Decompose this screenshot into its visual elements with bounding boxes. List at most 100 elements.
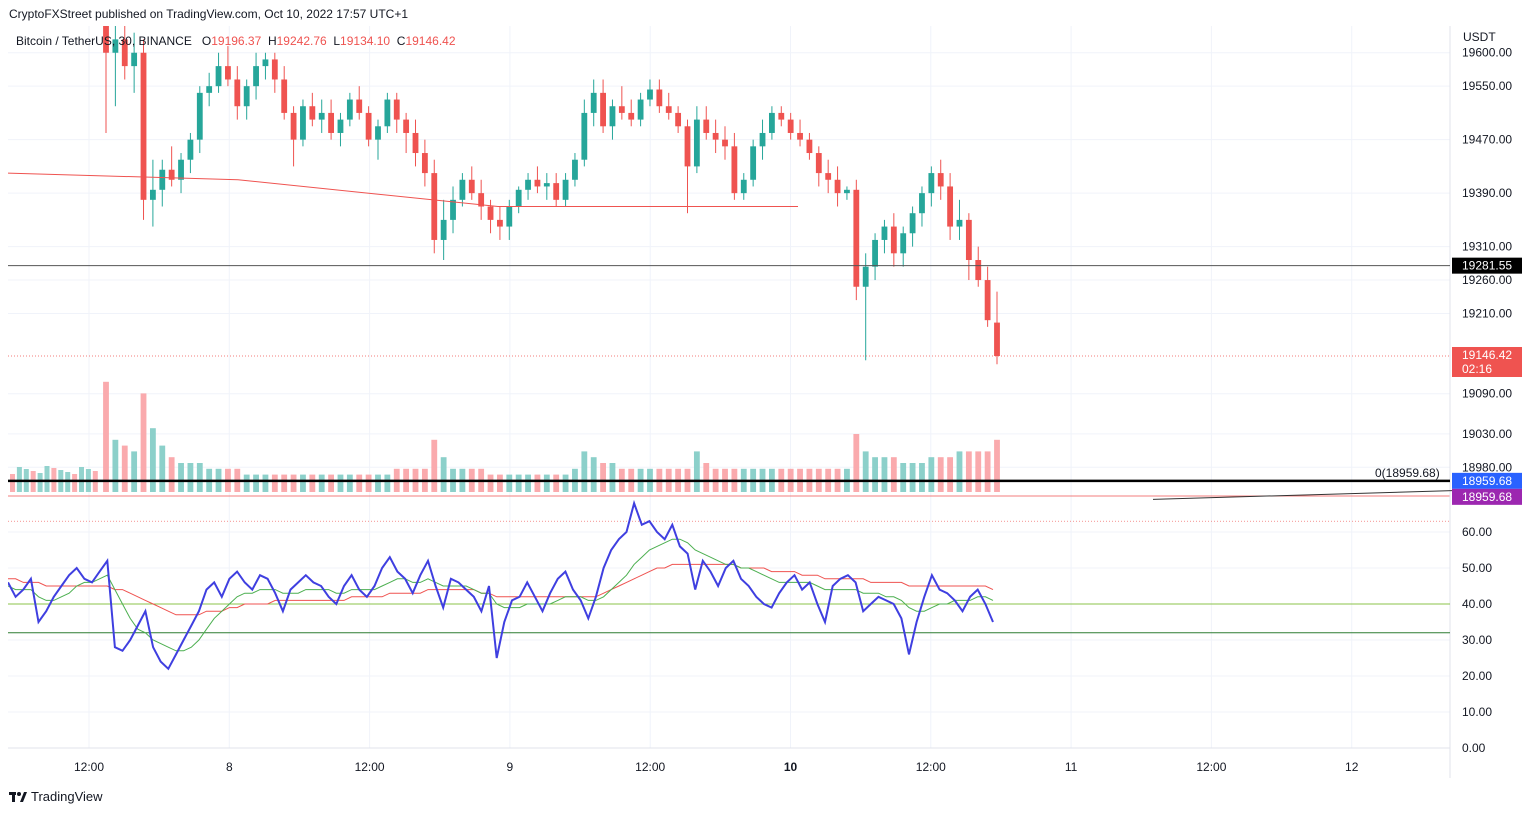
volume-bar xyxy=(300,474,306,492)
volume-bar xyxy=(853,434,860,492)
footer-brand[interactable]: TradingView xyxy=(9,789,103,804)
volume-bar xyxy=(543,474,550,492)
candle-body xyxy=(309,106,316,120)
resistance-price-badge-bg xyxy=(1452,257,1522,274)
candle-body xyxy=(103,26,109,53)
candle-body xyxy=(412,132,419,154)
moving-average-layer xyxy=(8,172,798,208)
time-tick-label: 12:00 xyxy=(355,760,385,774)
candle-body xyxy=(525,179,531,190)
volume-bar xyxy=(703,463,710,492)
time-tick-label: 12:00 xyxy=(1196,760,1226,774)
volume-bar xyxy=(328,474,335,492)
candle-body xyxy=(515,189,522,207)
open-value: 19196.37 xyxy=(211,34,262,48)
volume-bar xyxy=(890,457,897,492)
candle-body xyxy=(506,206,513,227)
close-value: 19146.42 xyxy=(405,34,456,48)
volume-bar xyxy=(919,463,925,492)
candle-body xyxy=(365,112,372,140)
volume-bar xyxy=(44,466,50,492)
fib-level-label: 0(18959.68) xyxy=(1375,466,1440,480)
level-layer: 0(18959.68) xyxy=(8,265,1453,500)
price-tick-label: 19210.00 xyxy=(1462,306,1512,320)
volume-bar xyxy=(900,463,907,492)
volume-bar xyxy=(309,474,316,492)
grid-layer xyxy=(8,26,1451,778)
candle-body xyxy=(881,226,888,240)
volume-bar xyxy=(928,457,935,492)
candle-body xyxy=(712,132,719,140)
volume-bar xyxy=(497,474,503,492)
rsi-tick-label: 0.00 xyxy=(1462,741,1486,755)
open-label: O xyxy=(201,34,212,48)
price-tick-label: 19260.00 xyxy=(1462,273,1512,287)
candle-body xyxy=(919,193,925,214)
volume-bar xyxy=(431,439,438,492)
rsi-tick-label: 20.00 xyxy=(1462,669,1492,683)
volume-bar xyxy=(79,467,84,492)
candle-body xyxy=(393,99,400,120)
volume-bar xyxy=(271,474,278,492)
volume-bar xyxy=(103,381,109,492)
candle-body xyxy=(262,59,269,67)
fib-blue-badge-text: 18959.68 xyxy=(1462,474,1512,488)
candle-body xyxy=(750,146,757,180)
candle-body xyxy=(956,219,963,227)
price-tick-label: 19550.00 xyxy=(1462,79,1512,93)
price-tick-label: 19030.00 xyxy=(1462,427,1512,441)
high-label: H xyxy=(267,34,277,48)
volume-bar xyxy=(881,457,888,492)
footer-brand-label: TradingView xyxy=(31,789,103,804)
candle-body xyxy=(356,99,363,113)
volume-layer xyxy=(10,381,1000,492)
price-tick-label: 19470.00 xyxy=(1462,133,1512,147)
volume-bar xyxy=(281,474,288,492)
candle-body xyxy=(797,132,803,140)
candle-body xyxy=(787,119,794,133)
volume-bar xyxy=(590,457,597,492)
candle-body xyxy=(300,106,306,140)
axis-currency: USDT xyxy=(1463,30,1496,44)
volume-bar xyxy=(984,451,991,492)
volume-bar xyxy=(356,474,363,492)
rsi-layer xyxy=(8,499,1450,671)
candle-body xyxy=(149,189,156,200)
volume-bar xyxy=(346,474,353,492)
candle-body xyxy=(825,173,832,180)
candle-body xyxy=(778,112,785,120)
price-tick-label: 19390.00 xyxy=(1462,186,1512,200)
rsi-tick-label: 40.00 xyxy=(1462,597,1492,611)
close-label: C xyxy=(396,34,406,48)
candle-body xyxy=(234,79,241,107)
candle-body xyxy=(318,112,325,120)
candle-body xyxy=(628,112,635,120)
candle-body xyxy=(581,112,588,160)
chart-frame[interactable]: 0(18959.68) 19600.00 19550.00 19470.00 1939… xyxy=(8,26,1528,778)
volume-bar xyxy=(515,474,522,492)
time-tick-label: 10 xyxy=(784,760,798,774)
price-tick-label: 19310.00 xyxy=(1462,240,1512,254)
rsi-tick-label: 60.00 xyxy=(1462,525,1492,539)
resistance-price-badge: 19281.55 xyxy=(1452,257,1522,274)
price-tick-label: 18980.00 xyxy=(1462,460,1512,474)
volume-bar xyxy=(600,463,606,492)
candle-body xyxy=(647,89,653,100)
candle-body xyxy=(740,179,747,194)
candle-body xyxy=(693,119,700,167)
fib-purple-badge: 18959.68 xyxy=(1452,488,1522,505)
volume-bar xyxy=(956,451,963,492)
candle-body xyxy=(975,260,982,281)
volume-bar xyxy=(562,474,569,492)
volume-bar xyxy=(140,393,147,492)
volume-bar xyxy=(693,451,700,492)
candle-body xyxy=(984,280,991,321)
volume-bar xyxy=(581,451,588,492)
candle-body xyxy=(994,322,1000,356)
candle-body xyxy=(450,199,456,220)
chart-canvas[interactable]: 0(18959.68) 19600.00 19550.00 19470.00 1939… xyxy=(8,26,1528,778)
volume-bar xyxy=(159,445,166,492)
candle-body xyxy=(600,92,606,127)
rsi-line xyxy=(8,499,994,671)
volume-bar xyxy=(196,463,203,492)
